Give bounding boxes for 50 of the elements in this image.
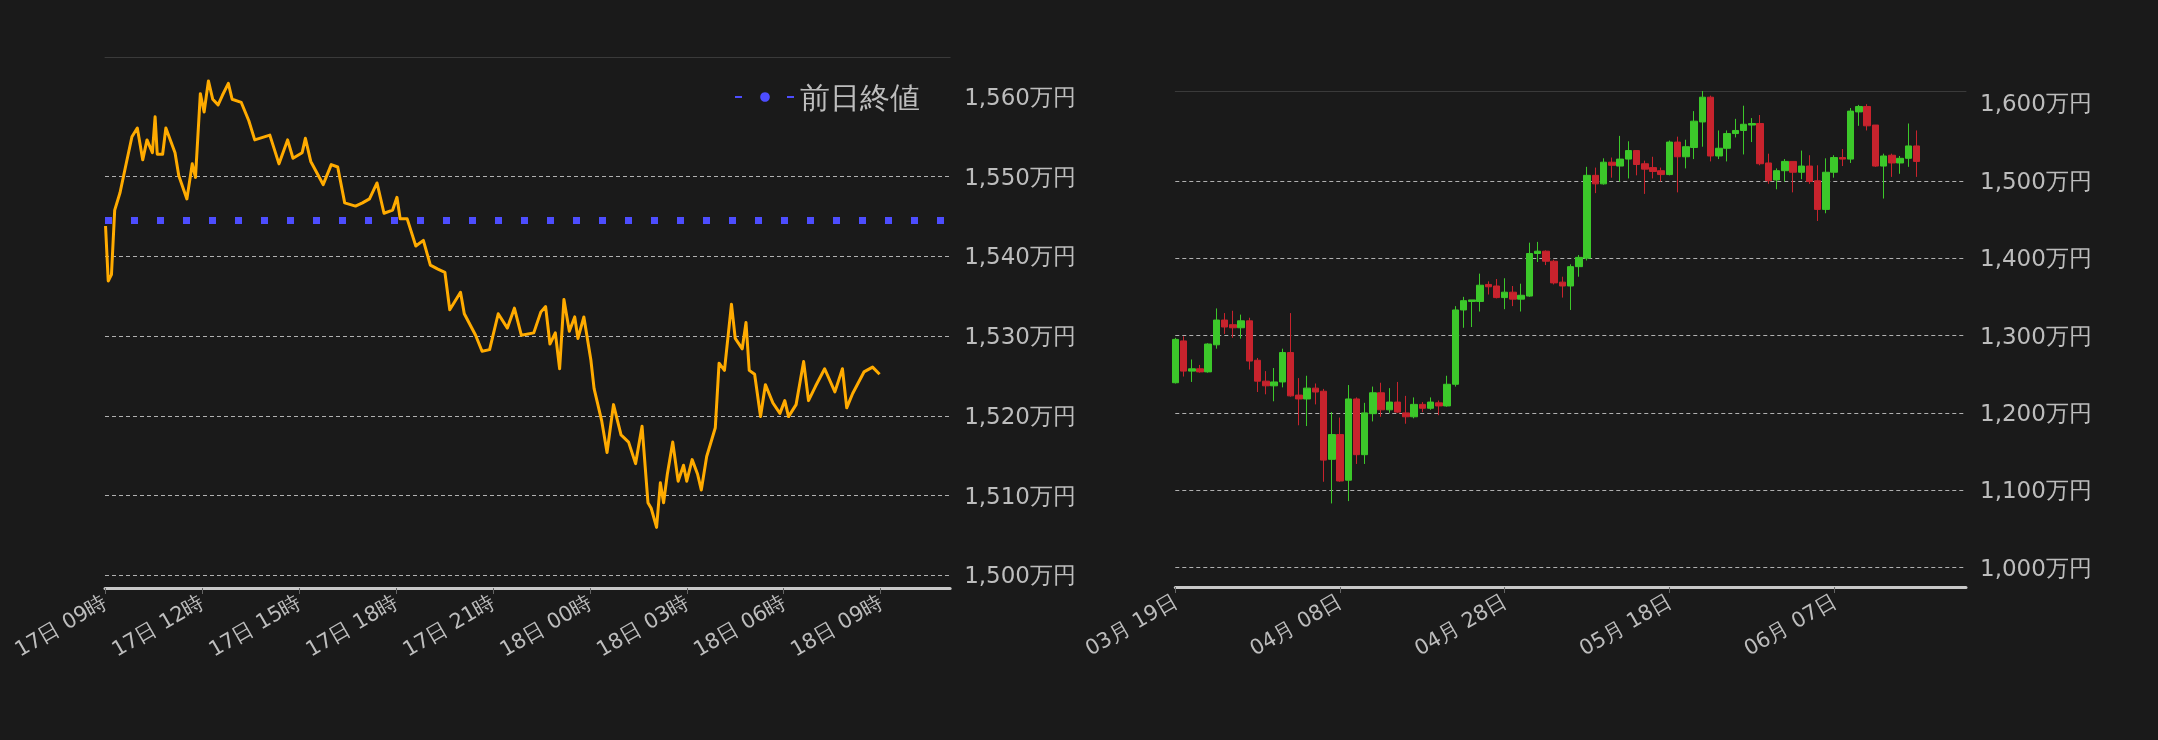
candlestick: [1608, 157, 1616, 179]
candlestick: [1237, 314, 1245, 340]
x-tick-label: 04月 28日: [1410, 588, 1511, 661]
candlestick: [1427, 396, 1434, 411]
x-tick-label: 04月 08日: [1245, 588, 1347, 661]
candlestick: [1435, 400, 1443, 416]
y-tick-label: 1,530万円: [964, 323, 1077, 350]
y-tick-label: 1,400万円: [1980, 245, 2092, 272]
candlestick: [1377, 382, 1385, 418]
candlestick: [1180, 335, 1187, 378]
candlestick: [1386, 387, 1393, 414]
candlestick: [1592, 167, 1599, 194]
candlestick: [1353, 396, 1360, 465]
x-tick-label: 06月 07日: [1739, 588, 1841, 661]
candlestick: [1419, 401, 1426, 413]
candlestick: [1666, 140, 1673, 176]
candlestick: [1600, 157, 1607, 186]
candlestick: [1707, 95, 1714, 162]
candlestick: [1913, 129, 1920, 178]
candlestick: [1188, 359, 1196, 383]
candlestick: [1172, 337, 1179, 384]
y-tick-label: 1,000万円: [1980, 554, 2092, 581]
candlestick: [1674, 136, 1681, 193]
y-tick-label: 1,550万円: [964, 163, 1077, 190]
candlestick: [1888, 153, 1896, 178]
y-tick-label: 1,300万円: [1980, 322, 2092, 349]
y-tick-label: 1,510万円: [964, 482, 1077, 509]
candlestick: [1196, 364, 1204, 374]
candlestick: [1798, 150, 1805, 180]
candlestick: [1789, 160, 1797, 193]
y-tick-label: 1,500万円: [964, 562, 1077, 589]
y-tick-label: 1,540万円: [964, 243, 1077, 270]
candlestick: [1303, 375, 1311, 427]
x-tick-label: 03月 19日: [1080, 588, 1182, 661]
candlestick: [1501, 277, 1508, 310]
y-tick-label: 1,100万円: [1980, 477, 2092, 504]
candlestick: [1410, 396, 1418, 419]
y-tick-label: 1,520万円: [964, 402, 1077, 429]
y-tick-label: 1,560万円: [964, 83, 1077, 110]
candlestick: [1509, 285, 1517, 307]
candlestick: [1336, 417, 1344, 483]
y-tick-label: 1,600万円: [1980, 90, 2092, 117]
legend-label: 前日終値: [800, 79, 920, 115]
candlestick: [1328, 411, 1336, 504]
candlestick: [1839, 148, 1846, 167]
candlestick: [1880, 153, 1887, 200]
candlestick: [1345, 384, 1352, 502]
y-tick-label: 1,200万円: [1980, 399, 2092, 426]
y-tick-label: 1,500万円: [1980, 167, 2092, 194]
x-tick-label: 05月 18日: [1575, 588, 1676, 661]
